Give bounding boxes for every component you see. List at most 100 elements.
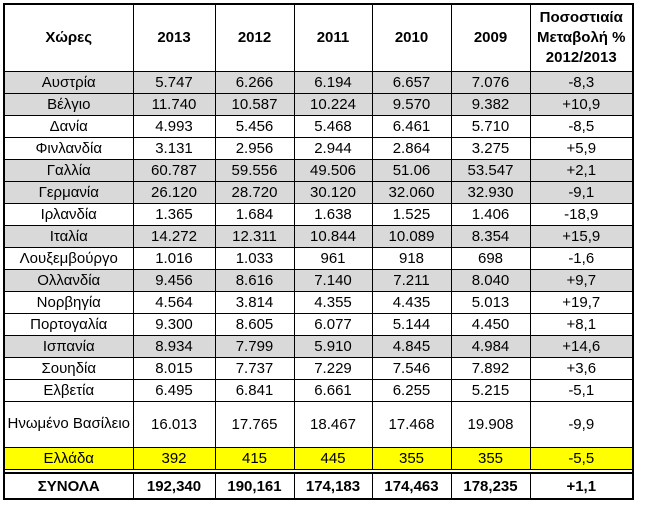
- table-row: Νορβηγία 4.564 3.814 4.355 4.435 5.013 +19,7: [3, 290, 634, 314]
- value-2011-cell: 7.229: [293, 356, 373, 380]
- value-2013-cell: 9.300: [132, 312, 216, 336]
- value-2009-cell: 7.076: [450, 70, 531, 94]
- value-2009-cell: 7.892: [450, 356, 531, 380]
- value-2009-cell: 4.450: [450, 312, 531, 336]
- value-2012-cell: 28.720: [214, 180, 295, 204]
- value-2009-cell: 9.382: [450, 92, 531, 116]
- percent-change-cell: +15,9: [529, 224, 634, 248]
- value-2010-cell: 6.461: [371, 114, 452, 138]
- value-2009-cell: 5.215: [450, 378, 531, 402]
- table-row: Αυστρία 5.747 6.266 6.194 6.657 7.076 -8,3: [3, 70, 634, 94]
- value-2011-cell: 2.944: [293, 136, 373, 160]
- value-2009-cell: 19.908: [450, 400, 531, 448]
- value-2011-cell: 10.224: [293, 92, 373, 116]
- value-2010-cell: 5.144: [371, 312, 452, 336]
- value-2010-cell: 10.089: [371, 224, 452, 248]
- country-cell: Νορβηγία: [3, 290, 134, 314]
- header-2010: 2010: [371, 3, 452, 72]
- value-2011-cell: 1.638: [293, 202, 373, 226]
- country-cell: Ολλανδία: [3, 268, 134, 292]
- country-cell: Ελβετία: [3, 378, 134, 402]
- value-2011-cell: 6.077: [293, 312, 373, 336]
- value-2012-cell: 17.765: [214, 400, 295, 448]
- value-2013-cell: 8.015: [132, 356, 216, 380]
- value-2010-cell: 51.06: [371, 158, 452, 182]
- value-2010-cell: 17.468: [371, 400, 452, 448]
- percent-change-cell: -1,6: [529, 246, 634, 270]
- country-cell: Πορτογαλία: [3, 312, 134, 336]
- total-label-cell: ΣΥΝΟΛΑ: [3, 472, 134, 500]
- value-2009-cell: 698: [450, 246, 531, 270]
- country-cell: Ισπανία: [3, 334, 134, 358]
- value-2013-cell: 26.120: [132, 180, 216, 204]
- country-cell: Ιρλανδία: [3, 202, 134, 226]
- header-2012: 2012: [214, 3, 295, 72]
- percent-change-cell: -8,5: [529, 114, 634, 138]
- value-2011-cell: 7.140: [293, 268, 373, 292]
- value-2010-cell: 7.546: [371, 356, 452, 380]
- country-cell: Σουηδία: [3, 356, 134, 380]
- percent-change-cell: +10,9: [529, 92, 634, 116]
- percent-change-cell: -18,9: [529, 202, 634, 226]
- table-row: Γερμανία 26.120 28.720 30.120 32.060 32.930 -9…: [3, 180, 634, 204]
- value-2011-cell: 49.506: [293, 158, 373, 182]
- value-2011-cell: 445: [293, 446, 373, 470]
- percent-change-cell: +9,7: [529, 268, 634, 292]
- percent-change-cell: +14,6: [529, 334, 634, 358]
- value-2011-cell: 961: [293, 246, 373, 270]
- value-2011-cell: 5.468: [293, 114, 373, 138]
- table-row: Γαλλία 60.787 59.556 49.506 51.06 53.547 +2,1: [3, 158, 634, 182]
- table-row: Ιρλανδία 1.365 1.684 1.638 1.525 1.406 -18,9: [3, 202, 634, 226]
- value-2010-cell: 355: [371, 446, 452, 470]
- value-2012-cell: 7.737: [214, 356, 295, 380]
- value-2012-cell: 1.033: [214, 246, 295, 270]
- value-2010-cell: 6.255: [371, 378, 452, 402]
- table-row: Φινλανδία 3.131 2.956 2.944 2.864 3.275 +5,9: [3, 136, 634, 160]
- country-cell: Δανία: [3, 114, 134, 138]
- value-2013-cell: 9.456: [132, 268, 216, 292]
- value-2012-cell: 6.266: [214, 70, 295, 94]
- value-2009-cell: 8.354: [450, 224, 531, 248]
- value-2012-cell: 6.841: [214, 378, 295, 402]
- value-2011-cell: 6.194: [293, 70, 373, 94]
- value-2013-cell: 11.740: [132, 92, 216, 116]
- percent-change-cell: +5,9: [529, 136, 634, 160]
- country-cell: Βέλγιο: [3, 92, 134, 116]
- value-2013-cell: 5.747: [132, 70, 216, 94]
- country-cell: Ελλάδα: [3, 446, 134, 470]
- total-2013-cell: 192,340: [132, 472, 216, 500]
- value-2012-cell: 8.616: [214, 268, 295, 292]
- percent-change-cell: -8,3: [529, 70, 634, 94]
- country-cell: Λουξεμβούργο: [3, 246, 134, 270]
- value-2009-cell: 5.710: [450, 114, 531, 138]
- value-2013-cell: 4.564: [132, 290, 216, 314]
- percent-change-cell: -5,1: [529, 378, 634, 402]
- value-2013-cell: 8.934: [132, 334, 216, 358]
- value-2012-cell: 1.684: [214, 202, 295, 226]
- value-2010-cell: 1.525: [371, 202, 452, 226]
- value-2010-cell: 6.657: [371, 70, 452, 94]
- value-2012-cell: 415: [214, 446, 295, 470]
- table-row: Δανία 4.993 5.456 5.468 6.461 5.710 -8,5: [3, 114, 634, 138]
- country-cell: Ιταλία: [3, 224, 134, 248]
- country-cell: Αυστρία: [3, 70, 134, 94]
- header-country: Χώρες: [3, 3, 134, 72]
- total-2010-cell: 174,463: [371, 472, 452, 500]
- value-2011-cell: 10.844: [293, 224, 373, 248]
- table-row: Πορτογαλία 9.300 8.605 6.077 5.144 4.450 +8,1: [3, 312, 634, 336]
- total-2012-cell: 190,161: [214, 472, 295, 500]
- percent-change-cell: +3,6: [529, 356, 634, 380]
- value-2009-cell: 32.930: [450, 180, 531, 204]
- table-row: Σουηδία 8.015 7.737 7.229 7.546 7.892 +3,6: [3, 356, 634, 380]
- header-2011: 2011: [293, 3, 373, 72]
- value-2011-cell: 5.910: [293, 334, 373, 358]
- table-row: Ισπανία 8.934 7.799 5.910 4.845 4.984 +14,6: [3, 334, 634, 358]
- country-cell: Φινλανδία: [3, 136, 134, 160]
- value-2013-cell: 1.016: [132, 246, 216, 270]
- value-2009-cell: 355: [450, 446, 531, 470]
- percent-change-cell: +19,7: [529, 290, 634, 314]
- totals-row: ΣΥΝΟΛΑ 192,340 190,161 174,183 174,463 178,23…: [3, 472, 634, 500]
- value-2010-cell: 4.435: [371, 290, 452, 314]
- statistics-table-container: Χώρες 2013 2012 2011 2010 2009 Ποσοστιαί…: [3, 3, 634, 500]
- header-2013: 2013: [132, 3, 216, 72]
